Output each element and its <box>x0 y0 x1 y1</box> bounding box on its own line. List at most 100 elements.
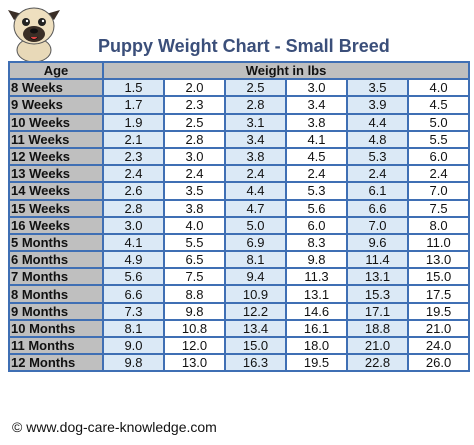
age-cell: 14 Weeks <box>8 181 104 201</box>
table-row: 10 Months 8.1 10.8 13.4 16.1 18.8 21.0 <box>8 318 471 339</box>
weight-cell: 1.5 <box>102 78 165 98</box>
weight-cell: 13.0 <box>163 353 226 373</box>
weight-cell: 12.2 <box>224 301 287 321</box>
weight-cell: 2.8 <box>163 129 226 149</box>
chart-title: Puppy Weight Chart - Small Breed <box>98 36 390 56</box>
table-row: 6 Months 4.9 6.5 8.1 9.8 11.4 13.0 <box>8 250 471 270</box>
weight-cell: 4.5 <box>285 146 348 167</box>
weight-cell: 4.5 <box>406 95 471 115</box>
age-cell: 8 Months <box>8 284 104 304</box>
weight-cell: 13.1 <box>346 267 409 287</box>
age-cell: 6 Months <box>8 250 104 270</box>
weight-cell: 7.3 <box>102 301 165 321</box>
weight-cell: 2.4 <box>102 164 165 184</box>
weight-cell: 26.0 <box>406 353 471 373</box>
weight-cell: 7.0 <box>346 215 409 235</box>
weight-cell: 24.0 <box>406 335 471 356</box>
weight-cell: 6.6 <box>346 198 409 218</box>
weight-cell: 5.0 <box>406 112 471 132</box>
weight-cell: 11.4 <box>346 250 409 270</box>
weight-cell: 6.5 <box>163 250 226 270</box>
weight-cell: 16.1 <box>285 318 348 339</box>
weight-cell: 7.0 <box>406 181 471 201</box>
weight-cell: 3.8 <box>285 112 348 132</box>
weight-cell: 15.0 <box>406 267 471 287</box>
table-row: 8 Months 6.6 8.8 10.9 13.1 15.3 17.5 <box>8 284 471 304</box>
weight-cell: 2.4 <box>285 164 348 184</box>
weight-cell: 2.0 <box>163 78 226 98</box>
age-cell: 5 Months <box>8 232 104 253</box>
weight-cell: 9.8 <box>163 301 226 321</box>
age-cell: 16 Weeks <box>8 215 104 235</box>
weight-cell: 9.6 <box>346 232 409 253</box>
weight-cell: 4.9 <box>102 250 165 270</box>
table-row: 9 Weeks 1.7 2.3 2.8 3.4 3.9 4.5 <box>8 95 471 115</box>
table-row: 11 Weeks 2.1 2.8 3.4 4.1 4.8 5.5 <box>8 129 471 149</box>
weight-cell: 3.0 <box>163 146 226 167</box>
weight-cell: 9.8 <box>285 250 348 270</box>
weight-cell: 5.6 <box>285 198 348 218</box>
weight-cell: 21.0 <box>406 318 471 339</box>
table-row: 5 Months 4.1 5.5 6.9 8.3 9.6 11.0 <box>8 232 471 253</box>
table-row: 12 Weeks 2.3 3.0 3.8 4.5 5.3 6.0 <box>8 146 471 167</box>
weight-cell: 3.4 <box>224 129 287 149</box>
weight-cell: 3.9 <box>346 95 409 115</box>
weight-cell: 4.0 <box>163 215 226 235</box>
weight-cell: 8.0 <box>406 215 471 235</box>
weight-cell: 15.3 <box>346 284 409 304</box>
age-cell: 10 Weeks <box>8 112 104 132</box>
weight-cell: 13.1 <box>285 284 348 304</box>
weight-cell: 1.9 <box>102 112 165 132</box>
weight-cell: 3.5 <box>163 181 226 201</box>
age-cell: 13 Weeks <box>8 164 104 184</box>
age-cell: 11 Weeks <box>8 129 104 149</box>
weight-cell: 11.3 <box>285 267 348 287</box>
weight-cell: 6.1 <box>346 181 409 201</box>
weight-cell: 3.5 <box>346 78 409 98</box>
source-footer: © www.dog-care-knowledge.com <box>12 419 217 435</box>
weight-cell: 13.0 <box>406 250 471 270</box>
weight-cell: 5.6 <box>102 267 165 287</box>
weight-cell: 9.0 <box>102 335 165 356</box>
weight-cell: 6.0 <box>285 215 348 235</box>
weight-cell: 6.6 <box>102 284 165 304</box>
weight-cell: 2.3 <box>102 146 165 167</box>
age-cell: 10 Months <box>8 318 104 339</box>
age-cell: 9 Weeks <box>8 95 104 115</box>
weight-cell: 5.3 <box>346 146 409 167</box>
weight-cell: 12.0 <box>163 335 226 356</box>
weight-cell: 3.1 <box>224 112 287 132</box>
weight-cell: 2.4 <box>224 164 287 184</box>
age-cell: 11 Months <box>8 335 104 356</box>
table-row: 7 Months 5.6 7.5 9.4 11.3 13.1 15.0 <box>8 267 471 287</box>
weight-cell: 22.8 <box>346 353 409 373</box>
weight-cell: 2.5 <box>224 78 287 98</box>
table-row: 12 Months 9.8 13.0 16.3 19.5 22.8 26.0 <box>8 353 471 373</box>
weight-cell: 2.6 <box>102 181 165 201</box>
weight-cell: 3.0 <box>285 78 348 98</box>
weight-cell: 19.5 <box>285 353 348 373</box>
table-row: 15 Weeks 2.8 3.8 4.7 5.6 6.6 7.5 <box>8 198 471 218</box>
weight-cell: 2.4 <box>406 164 471 184</box>
weight-cell: 18.0 <box>285 335 348 356</box>
weight-cell: 16.3 <box>224 353 287 373</box>
weight-cell: 8.1 <box>102 318 165 339</box>
weight-cell: 10.9 <box>224 284 287 304</box>
weight-cell: 2.3 <box>163 95 226 115</box>
weight-cell: 2.8 <box>224 95 287 115</box>
weight-cell: 4.1 <box>285 129 348 149</box>
header-row: Age Weight in lbs <box>8 60 471 81</box>
age-cell: 7 Months <box>8 267 104 287</box>
age-cell: 12 Weeks <box>8 146 104 167</box>
weight-cell: 3.0 <box>102 215 165 235</box>
weight-cell: 3.8 <box>163 198 226 218</box>
weight-cell: 7.5 <box>163 267 226 287</box>
weight-cell: 6.9 <box>224 232 287 253</box>
weight-cell: 8.1 <box>224 250 287 270</box>
weight-table: Age Weight in lbs 8 Weeks 1.5 2.0 2.5 3.0 3.5… <box>8 60 471 373</box>
weight-cell: 4.1 <box>102 232 165 253</box>
weight-cell: 5.0 <box>224 215 287 235</box>
table-row: 14 Weeks 2.6 3.5 4.4 5.3 6.1 7.0 <box>8 181 471 201</box>
weight-cell: 6.0 <box>406 146 471 167</box>
weight-cell: 17.5 <box>406 284 471 304</box>
